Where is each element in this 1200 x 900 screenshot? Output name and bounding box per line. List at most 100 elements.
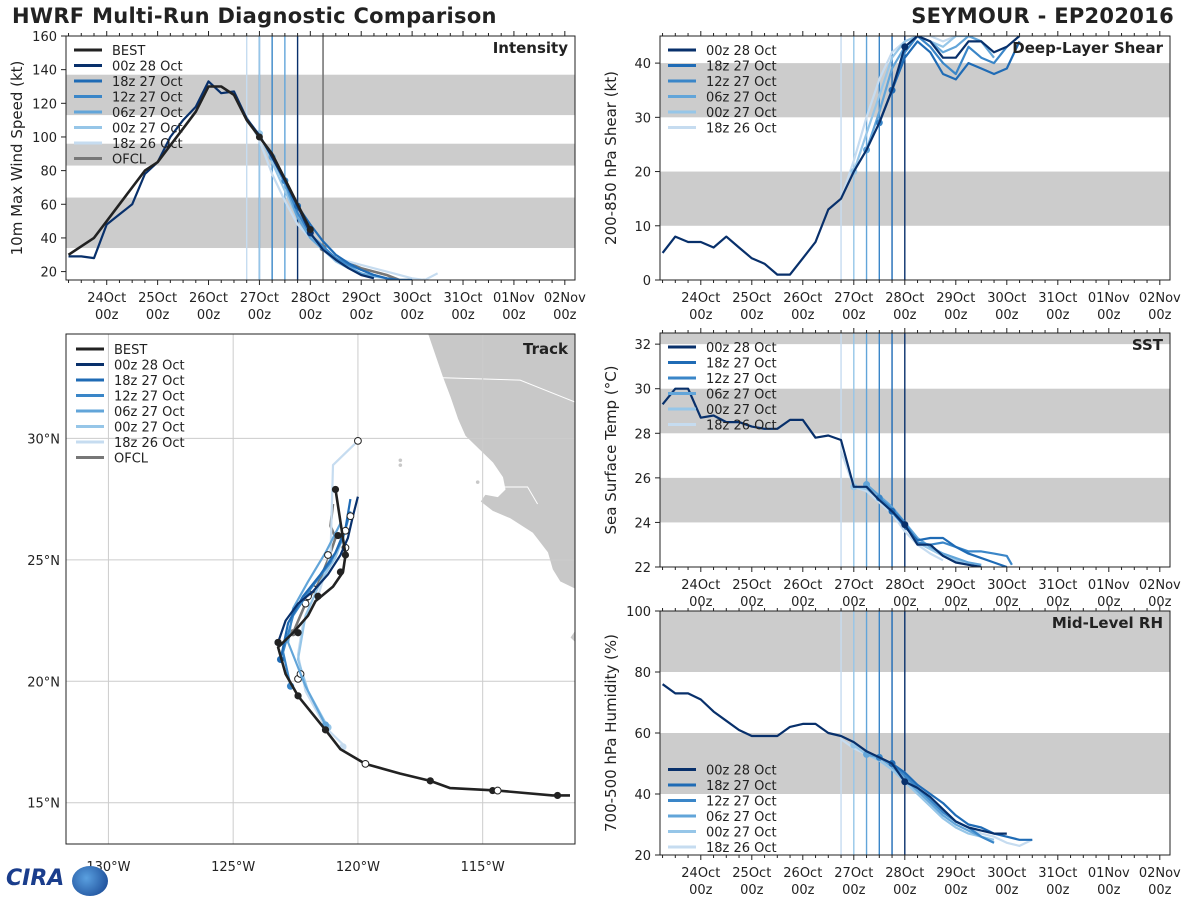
x-tick-label: 00z (350, 308, 374, 323)
y-tick-label: 40 (40, 232, 57, 247)
legend-label: 18z 27 Oct (706, 357, 777, 372)
track-panel: 130°W 125°W 120°W 115°W15°N20°N25°N30°NTrac… (27, 333, 576, 875)
border-line (482, 486, 539, 505)
series-line (296, 205, 413, 280)
track-marker (334, 531, 342, 540)
x-tick-label: 02Nov (1139, 291, 1181, 306)
x-tick-label: 00z (944, 595, 968, 610)
legend-label: 18z 26 Oct (706, 122, 777, 137)
y-tick-label: 30 (634, 383, 651, 398)
legend-label: 18z 26 Oct (112, 137, 183, 152)
legend-label: 12z 27 Oct (114, 390, 185, 405)
x-tick-label: 30Oct (987, 291, 1026, 306)
x-tick-label: 00z (451, 308, 475, 323)
legend-label: 00z 28 Oct (112, 60, 183, 75)
y-tick-label: 25°N (27, 554, 60, 569)
x-tick-label: 00z (740, 883, 764, 898)
x-tick-label: 120°W (336, 860, 380, 875)
x-tick-label: 00z (689, 595, 713, 610)
y-tick-label: 140 (32, 64, 57, 79)
plot-area (660, 333, 1170, 567)
series-marker (255, 133, 263, 141)
map-area (66, 334, 575, 844)
x-tick-label: 24Oct (681, 578, 720, 593)
y-tick-label: 60 (40, 198, 57, 213)
series-marker (306, 226, 314, 234)
legend-label: 18z 26 Oct (706, 419, 777, 434)
page-title: HWRF Multi-Run Diagnostic Comparison (12, 4, 497, 28)
x-tick-label: 26Oct (783, 866, 822, 881)
axes-frame (65, 35, 576, 281)
y-tick-label: 160 (32, 30, 57, 45)
x-tick-label: 28Oct (885, 578, 924, 593)
y-tick-label: 20°N (27, 675, 60, 690)
y-tick-label: 30 (634, 111, 651, 126)
y-tick-label: 0 (643, 274, 651, 289)
legend-label: 18z 27 Oct (114, 374, 185, 389)
x-tick-label: 00z (299, 308, 323, 323)
x-tick-label: 00z (1148, 595, 1172, 610)
y-tick-label: 100 (626, 605, 651, 620)
x-tick-label: 00z (1148, 308, 1172, 323)
y-tick-label: 80 (634, 666, 651, 681)
track-marker (321, 726, 330, 734)
panel-title: SST (1132, 336, 1164, 354)
y-axis-label: 200-850 hPa Shear (kt) (602, 71, 620, 245)
series-line (839, 36, 957, 200)
y-tick-label: 30°N (27, 432, 60, 447)
x-tick-label: 28Oct (885, 866, 924, 881)
panel-title: Track (523, 340, 569, 358)
legend-label: 18z 27 Oct (706, 779, 777, 794)
axes-frame (659, 35, 1171, 281)
x-tick-label: 00z (842, 308, 866, 323)
track-marker (294, 629, 302, 637)
legend-label: 00z 27 Oct (706, 106, 777, 121)
x-tick-label: 00z (400, 308, 424, 323)
track-line (277, 496, 359, 643)
legend-label: 18z 27 Oct (112, 75, 183, 90)
legend-label: 06z 27 Oct (706, 810, 777, 825)
threshold-band (66, 143, 575, 166)
legend-label: 12z 27 Oct (706, 795, 777, 810)
legend-label: BEST (114, 343, 147, 358)
x-tick-label: 28Oct (291, 291, 330, 306)
x-tick-label: 30Oct (393, 291, 432, 306)
x-tick-label: 25Oct (138, 291, 177, 306)
y-tick-label: 20 (634, 849, 651, 864)
x-tick-label: 00z (740, 595, 764, 610)
track-marker (553, 791, 562, 800)
legend-label: 00z 28 Oct (706, 44, 777, 59)
x-tick-label: 00z (995, 883, 1019, 898)
globe-icon (72, 866, 108, 896)
series-line (68, 80, 375, 280)
x-tick-label: 00z (553, 308, 577, 323)
axes-frame (65, 333, 576, 845)
series-marker (901, 521, 909, 529)
x-tick-label: 01Nov (493, 291, 535, 306)
track-marker (274, 638, 282, 647)
threshold-band (660, 388, 1170, 434)
x-tick-label: 115°W (461, 860, 505, 875)
plot-area (66, 36, 575, 280)
legend-label: 06z 27 Oct (706, 388, 777, 403)
rh-panel: 20 40 60 80 100 24Oct 00z 25Oct 00z 26Oct 00z 27Oct… (602, 605, 1181, 898)
x-tick-label: 29Oct (342, 291, 381, 306)
shear-panel: 0 10 20 30 40 24Oct 00z 25Oct 00z 26Oct 00z 27Oct 00… (602, 31, 1181, 323)
x-tick-label: 00z (995, 595, 1019, 610)
y-tick-label: 40 (634, 788, 651, 803)
x-tick-label: 27Oct (834, 291, 873, 306)
x-tick-label: 125°W (211, 860, 255, 875)
land-mass (569, 629, 575, 643)
y-tick-label: 32 (634, 338, 651, 353)
plot-area (660, 36, 1170, 280)
track-marker (314, 592, 322, 600)
series-line (852, 36, 982, 172)
y-tick-label: 24 (634, 516, 651, 531)
y-tick-label: 10 (634, 220, 651, 235)
x-tick-label: 00z (1097, 595, 1121, 610)
plot-area (660, 611, 1170, 855)
legend-label: 18z 27 Oct (706, 60, 777, 75)
y-tick-label: 40 (634, 57, 651, 72)
y-tick-label: 20 (634, 166, 651, 181)
x-tick-label: 25Oct (732, 578, 771, 593)
